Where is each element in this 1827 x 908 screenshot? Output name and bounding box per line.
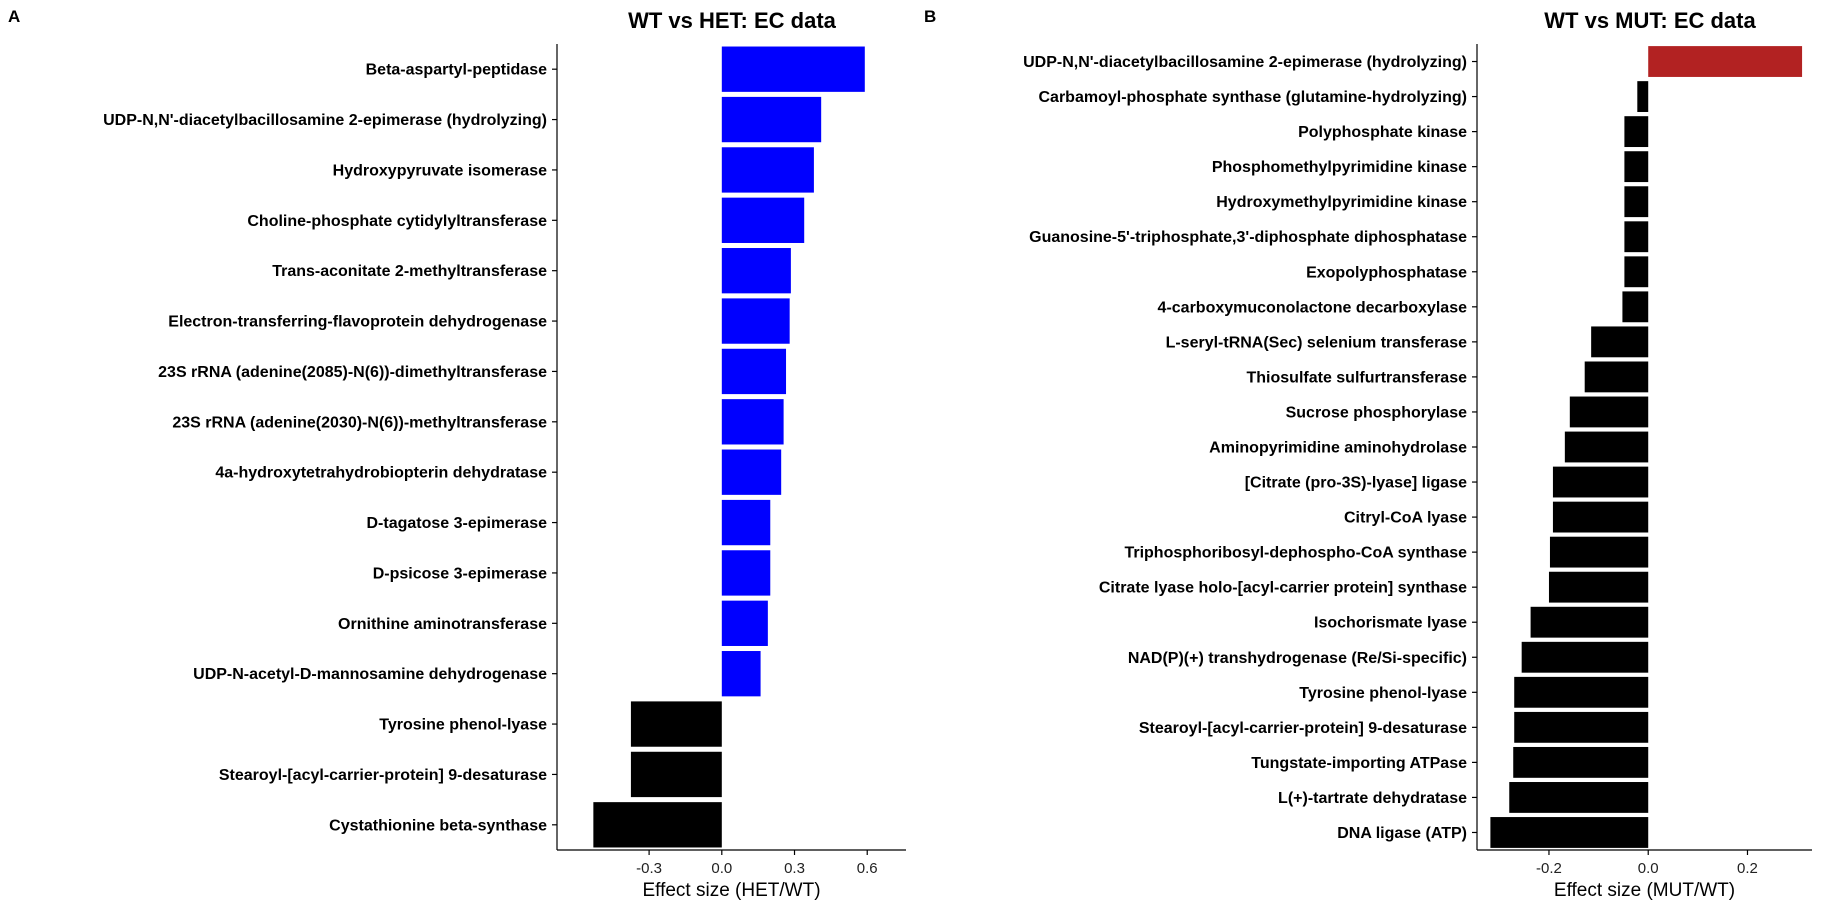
bar <box>1521 641 1649 673</box>
category-label: Carbamoyl-phosphate synthase (glutamine-… <box>1039 89 1468 106</box>
category-label: [Citrate (pro-3S)-lyase] ligase <box>1245 475 1467 492</box>
bar <box>721 550 771 596</box>
chart-panel-b: B WT vs MUT: EC data UDP-N,N'-diacetylbaci… <box>924 7 1812 901</box>
x-tick-label: 0.0 <box>711 860 732 877</box>
category-label: Choline-phosphate cytidylyltransferase <box>247 213 547 230</box>
category-label: Citryl-CoA lyase <box>1344 510 1467 527</box>
bar <box>1624 221 1649 253</box>
bar <box>1569 396 1649 428</box>
category-label: Beta-aspartyl-peptidase <box>366 62 547 79</box>
category-label: Aminopyrimidine aminohydrolase <box>1209 440 1467 457</box>
bar <box>1622 291 1649 323</box>
bar <box>721 499 771 546</box>
bar <box>1490 817 1649 848</box>
category-label: Citrate lyase holo-[acyl-carrier protein… <box>1099 580 1467 597</box>
bar <box>1549 536 1649 568</box>
category-label: Triphosphoribosyl-dephospho-CoA synthase <box>1124 545 1467 562</box>
bar <box>721 600 768 646</box>
x-tick-label: -0.3 <box>636 860 662 877</box>
category-label: Hydroxypyruvate isomerase <box>333 162 547 179</box>
x-tick-label: 0.3 <box>784 860 805 877</box>
bar <box>1624 186 1649 218</box>
bar <box>1584 361 1649 393</box>
x-tick-label: 0.6 <box>857 860 878 877</box>
bar <box>1564 431 1649 463</box>
bar <box>721 651 761 697</box>
bar <box>1530 606 1649 638</box>
chart-title: WT vs MUT: EC data <box>1544 8 1756 33</box>
category-label: Stearoyl-[acyl-carrier-protein] 9-desatu… <box>1139 720 1467 737</box>
bar <box>721 298 790 344</box>
x-tick-label: 0.0 <box>1638 860 1659 877</box>
category-label: 4-carboxymuconolactone decarboxylase <box>1158 299 1468 316</box>
bar <box>1624 116 1649 148</box>
category-label: NAD(P)(+) transhydrogenase (Re/Si-specif… <box>1128 650 1467 667</box>
bar <box>1637 81 1649 112</box>
bar <box>721 147 814 193</box>
bar <box>1591 326 1649 358</box>
x-axis-title: Effect size (MUT/WT) <box>1554 880 1735 901</box>
category-label: Electron-transferring-flavoprotein dehyd… <box>168 314 547 331</box>
chart-title: WT vs HET: EC data <box>628 8 837 33</box>
bar <box>1552 501 1649 533</box>
bar <box>721 348 787 395</box>
bar <box>721 449 782 495</box>
category-label: 23S rRNA (adenine(2085)-N(6))-dimethyltr… <box>158 364 547 381</box>
bar <box>721 96 822 143</box>
category-label: Tungstate-importing ATPase <box>1251 755 1467 772</box>
bar <box>1548 571 1649 603</box>
category-label: UDP-N,N'-diacetylbacillosamine 2-epimera… <box>1023 54 1467 71</box>
bar <box>1648 46 1803 77</box>
panel-letter: B <box>924 7 936 26</box>
bar <box>721 46 865 92</box>
category-label: UDP-N-acetyl-D-mannosamine dehydrogenase <box>193 666 547 683</box>
category-label: Cystathionine beta-synthase <box>329 817 547 834</box>
bar <box>1514 676 1649 708</box>
bar <box>1552 466 1649 498</box>
bar <box>1513 746 1649 778</box>
category-label: L(+)-tartrate dehydratase <box>1278 790 1467 807</box>
bar <box>1509 782 1649 813</box>
bar <box>721 197 805 243</box>
category-label: D-tagatose 3-epimerase <box>366 515 547 532</box>
category-label: UDP-N,N'-diacetylbacillosamine 2-epimera… <box>103 112 547 129</box>
category-label: D-psicose 3-epimerase <box>373 565 547 582</box>
x-axis-title: Effect size (HET/WT) <box>642 880 820 901</box>
bar <box>630 751 722 798</box>
bar <box>630 701 722 747</box>
bar <box>1514 711 1649 743</box>
bar <box>1624 151 1649 183</box>
category-label: Tyrosine phenol-lyase <box>1299 685 1467 702</box>
category-label: L-seryl-tRNA(Sec) selenium transferase <box>1166 334 1468 351</box>
category-label: Exopolyphosphatase <box>1306 264 1467 281</box>
panel-letter: A <box>8 7 20 26</box>
bar <box>721 248 791 294</box>
category-label: DNA ligase (ATP) <box>1337 825 1467 842</box>
category-label: Polyphosphate kinase <box>1298 124 1467 141</box>
category-label: Phosphomethylpyrimidine kinase <box>1212 159 1467 176</box>
category-label: Sucrose phosphorylase <box>1286 404 1467 421</box>
category-label: Guanosine-5'-triphosphate,3'-diphosphate… <box>1029 229 1467 246</box>
bar <box>593 802 722 848</box>
category-label: Ornithine aminotransferase <box>338 616 547 633</box>
category-label: Isochorismate lyase <box>1314 615 1467 632</box>
category-label: Tyrosine phenol-lyase <box>379 717 547 734</box>
category-label: 4a-hydroxytetrahydrobiopterin dehydratas… <box>215 465 547 482</box>
x-tick-label: 0.2 <box>1737 860 1758 877</box>
category-label: Trans-aconitate 2-methyltransferase <box>272 263 547 280</box>
bar <box>1624 256 1649 288</box>
category-label: Stearoyl-[acyl-carrier-protein] 9-desatu… <box>219 767 547 784</box>
bar <box>721 399 784 445</box>
category-label: Hydroxymethylpyrimidine kinase <box>1216 194 1467 211</box>
chart-panel-a: A WT vs HET: EC data Beta-aspartyl-peptida… <box>8 7 906 901</box>
category-label: 23S rRNA (adenine(2030)-N(6))-methyltran… <box>172 414 547 431</box>
category-label: Thiosulfate sulfurtransferase <box>1247 369 1468 386</box>
x-tick-label: -0.2 <box>1536 860 1562 877</box>
